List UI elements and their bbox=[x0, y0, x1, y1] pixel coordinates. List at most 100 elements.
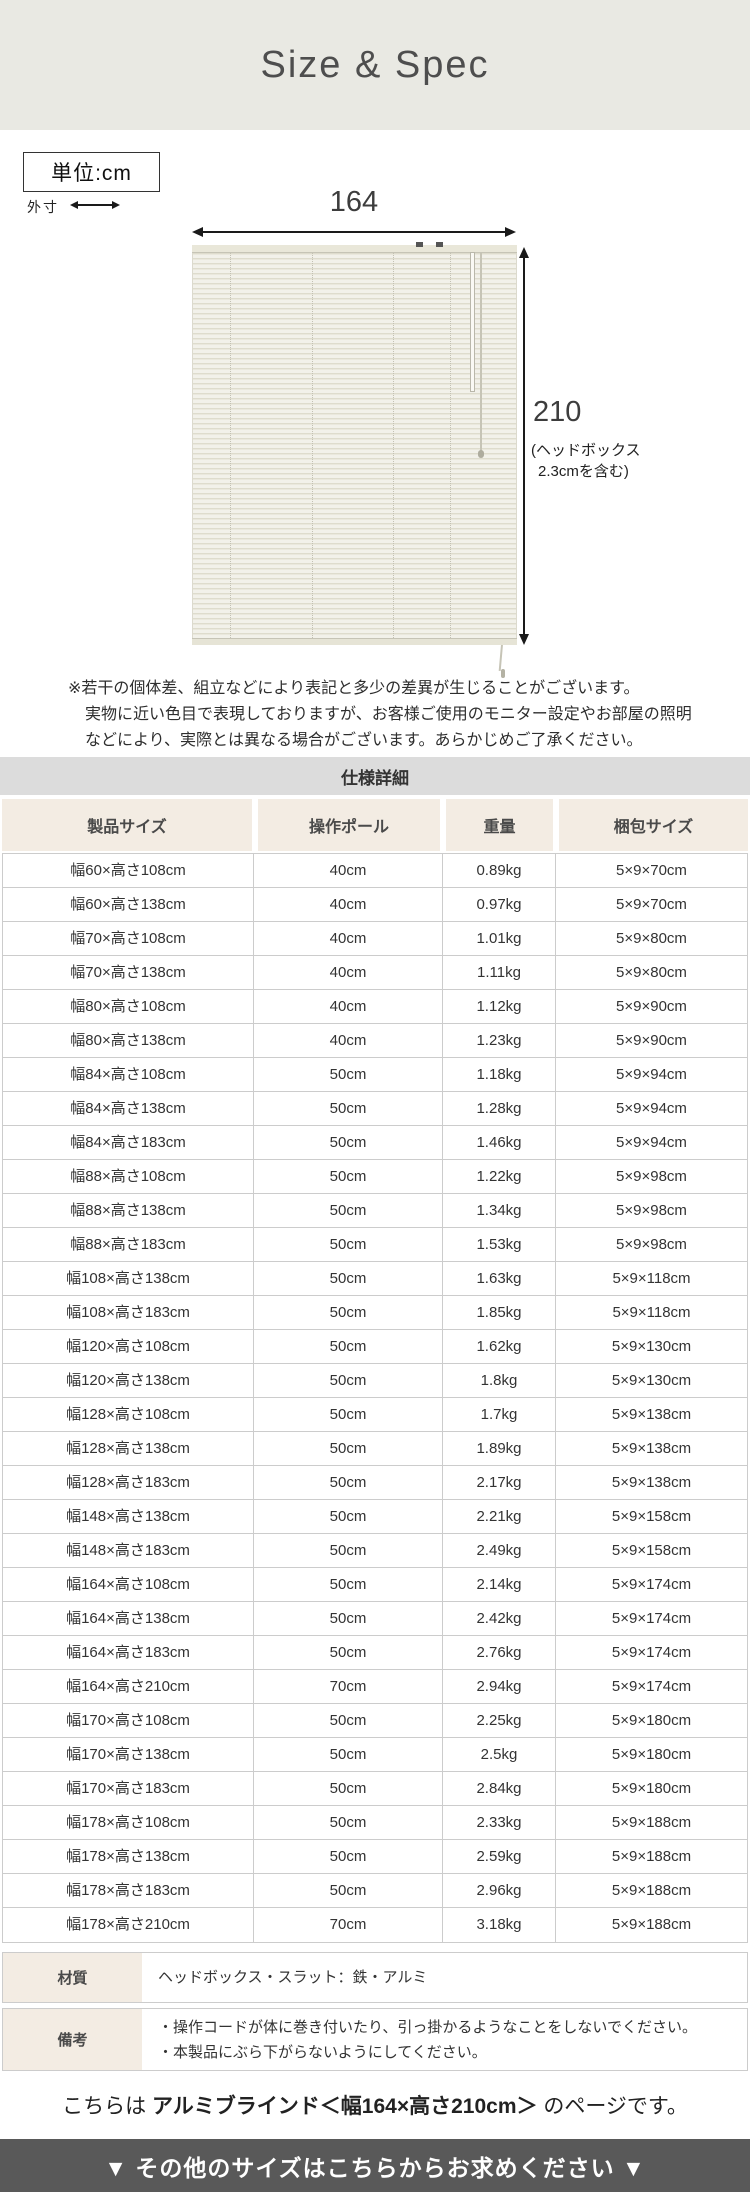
spec-section-title: 仕様詳細 bbox=[0, 757, 750, 795]
cell-product-size: 幅148×高さ183cm bbox=[3, 1534, 254, 1567]
cell-weight: 1.28kg bbox=[443, 1092, 556, 1125]
outer-dim-label: 外寸 bbox=[27, 199, 59, 215]
cell-package-size: 5×9×70cm bbox=[616, 862, 687, 879]
cell-pole: 50cm bbox=[254, 1194, 443, 1227]
footer-product-name: アルミブラインド＜幅164×高さ210cm＞ bbox=[152, 2095, 538, 2118]
cell-product-size: 幅128×高さ183cm bbox=[3, 1466, 254, 1499]
cell-product-size: 幅170×高さ183cm bbox=[3, 1772, 254, 1805]
height-dimension-value: 210 bbox=[533, 396, 582, 428]
table-row: 幅120×高さ108cm 50cm 1.62kg 5×9×130cm bbox=[3, 1330, 747, 1364]
cell-package-size: 5×9×180cm bbox=[611, 1746, 692, 1763]
footer-suffix: のページです。 bbox=[537, 2095, 688, 2118]
cell-product-size: 幅80×高さ138cm bbox=[3, 1024, 254, 1057]
column-header-package-size: 梱包サイズ bbox=[559, 799, 748, 851]
cell-pole: 50cm bbox=[254, 1568, 443, 1601]
height-arrow-icon bbox=[518, 247, 530, 645]
cell-package-size: 5×9×158cm bbox=[611, 1508, 692, 1525]
cell-package-size: 5×9×174cm bbox=[611, 1644, 692, 1661]
cell-package-size: 5×9×158cm bbox=[611, 1542, 692, 1559]
cell-pole: 40cm bbox=[254, 990, 443, 1023]
cell-weight: 1.23kg bbox=[443, 1024, 556, 1057]
cell-weight: 2.84kg bbox=[443, 1772, 556, 1805]
disclaimer-line: 実物に近い色目で表現しておりますが、お客様ご使用のモニター設定やお部屋の照明 bbox=[85, 706, 692, 723]
blind-cord-knob bbox=[478, 450, 484, 458]
disclaimer-line: などにより、実際とは異なる場合がございます。あらかじめご了承ください。 bbox=[85, 732, 643, 749]
cell-pole: 50cm bbox=[254, 1126, 443, 1159]
cell-package-size: 5×9×180cm bbox=[611, 1712, 692, 1729]
cell-pole: 50cm bbox=[254, 1228, 443, 1261]
cell-package-size: 5×9×188cm bbox=[611, 1848, 692, 1865]
table-row: 幅164×高さ108cm 50cm 2.14kg 5×9×174cm bbox=[3, 1568, 747, 1602]
other-sizes-banner-label: ▼ その他のサイズはこちらからお求めください ▼ bbox=[104, 2154, 646, 2181]
cell-package-size: 5×9×90cm bbox=[616, 998, 687, 1015]
table-row: 幅80×高さ108cm 40cm 1.12kg 5×9×90cm bbox=[3, 990, 747, 1024]
cell-package-size: 5×9×188cm bbox=[611, 1882, 692, 1899]
table-row: 幅170×高さ183cm 50cm 2.84kg 5×9×180cm bbox=[3, 1772, 747, 1806]
cell-pole: 50cm bbox=[254, 1738, 443, 1771]
unit-label: 単位:cm bbox=[51, 162, 132, 185]
unit-label-box: 単位:cm bbox=[23, 152, 160, 192]
table-row: 幅128×高さ183cm 50cm 2.17kg 5×9×138cm bbox=[3, 1466, 747, 1500]
cell-pole: 40cm bbox=[254, 888, 443, 921]
cell-weight: 2.14kg bbox=[443, 1568, 556, 1601]
cell-weight: 2.59kg bbox=[443, 1840, 556, 1873]
table-row: 幅164×高さ138cm 50cm 2.42kg 5×9×174cm bbox=[3, 1602, 747, 1636]
cell-pole: 50cm bbox=[254, 1432, 443, 1465]
table-row: 幅148×高さ183cm 50cm 2.49kg 5×9×158cm bbox=[3, 1534, 747, 1568]
cell-product-size: 幅108×高さ138cm bbox=[3, 1262, 254, 1295]
cell-product-size: 幅88×高さ108cm bbox=[3, 1160, 254, 1193]
cell-pole: 50cm bbox=[254, 1772, 443, 1805]
height-note: (ヘッドボックス 2.3cmを含む) bbox=[531, 440, 641, 482]
cell-weight: 1.53kg bbox=[443, 1228, 556, 1261]
table-row: 幅88×高さ108cm 50cm 1.22kg 5×9×98cm bbox=[3, 1160, 747, 1194]
table-row: 幅164×高さ183cm 50cm 2.76kg 5×9×174cm bbox=[3, 1636, 747, 1670]
spec-table-body: 幅60×高さ108cm 40cm 0.89kg 5×9×70cm 幅60×高さ1… bbox=[2, 853, 748, 1943]
footer-prefix: こちらは bbox=[62, 2095, 153, 2118]
blind-headbox bbox=[192, 245, 517, 253]
cell-product-size: 幅60×高さ138cm bbox=[3, 888, 254, 921]
blind-control-pole bbox=[470, 252, 475, 392]
cell-package-size: 5×9×90cm bbox=[616, 1032, 687, 1049]
cell-pole: 70cm bbox=[254, 1670, 443, 1703]
page-title: Size & Spec bbox=[260, 43, 490, 86]
cell-weight: 3.18kg bbox=[443, 1908, 556, 1942]
cell-product-size: 幅88×高さ138cm bbox=[3, 1194, 254, 1227]
cell-package-size: 5×9×174cm bbox=[611, 1576, 692, 1593]
cell-product-size: 幅164×高さ183cm bbox=[3, 1636, 254, 1669]
blind-ladder-cord bbox=[393, 253, 394, 638]
cell-product-size: 幅84×高さ138cm bbox=[3, 1092, 254, 1125]
cell-product-size: 幅178×高さ138cm bbox=[3, 1840, 254, 1873]
cell-weight: 2.21kg bbox=[443, 1500, 556, 1533]
blind-lift-cord bbox=[498, 640, 504, 672]
cell-product-size: 幅128×高さ138cm bbox=[3, 1432, 254, 1465]
notes-value: ・操作コードが体に巻き付いたり、引っ掛かるようなことをしないでください。 ・本製… bbox=[158, 2018, 697, 2061]
table-row: 幅84×高さ183cm 50cm 1.46kg 5×9×94cm bbox=[3, 1126, 747, 1160]
cell-pole: 50cm bbox=[254, 1092, 443, 1125]
table-row: 幅178×高さ183cm 50cm 2.96kg 5×9×188cm bbox=[3, 1874, 747, 1908]
other-sizes-banner-link[interactable]: ▼ その他のサイズはこちらからお求めください ▼ bbox=[0, 2139, 750, 2192]
column-header-product-size: 製品サイズ bbox=[2, 799, 252, 851]
cell-package-size: 5×9×130cm bbox=[611, 1338, 692, 1355]
table-row: 幅148×高さ138cm 50cm 2.21kg 5×9×158cm bbox=[3, 1500, 747, 1534]
cell-product-size: 幅80×高さ108cm bbox=[3, 990, 254, 1023]
cell-product-size: 幅84×高さ108cm bbox=[3, 1058, 254, 1091]
cell-weight: 2.42kg bbox=[443, 1602, 556, 1635]
cell-weight: 1.34kg bbox=[443, 1194, 556, 1227]
cell-product-size: 幅148×高さ138cm bbox=[3, 1500, 254, 1533]
cell-pole: 50cm bbox=[254, 1806, 443, 1839]
cell-weight: 1.22kg bbox=[443, 1160, 556, 1193]
cell-weight: 1.12kg bbox=[443, 990, 556, 1023]
cell-pole: 50cm bbox=[254, 1160, 443, 1193]
cell-pole: 40cm bbox=[254, 854, 443, 887]
cell-product-size: 幅164×高さ108cm bbox=[3, 1568, 254, 1601]
cell-weight: 1.7kg bbox=[443, 1398, 556, 1431]
blind-bracket bbox=[436, 242, 443, 247]
cell-product-size: 幅170×高さ138cm bbox=[3, 1738, 254, 1771]
cell-weight: 0.97kg bbox=[443, 888, 556, 921]
blind-bottom-rail bbox=[192, 638, 517, 645]
cell-product-size: 幅60×高さ108cm bbox=[3, 854, 254, 887]
cell-weight: 1.63kg bbox=[443, 1262, 556, 1295]
cell-product-size: 幅164×高さ210cm bbox=[3, 1670, 254, 1703]
cell-package-size: 5×9×98cm bbox=[616, 1168, 687, 1185]
